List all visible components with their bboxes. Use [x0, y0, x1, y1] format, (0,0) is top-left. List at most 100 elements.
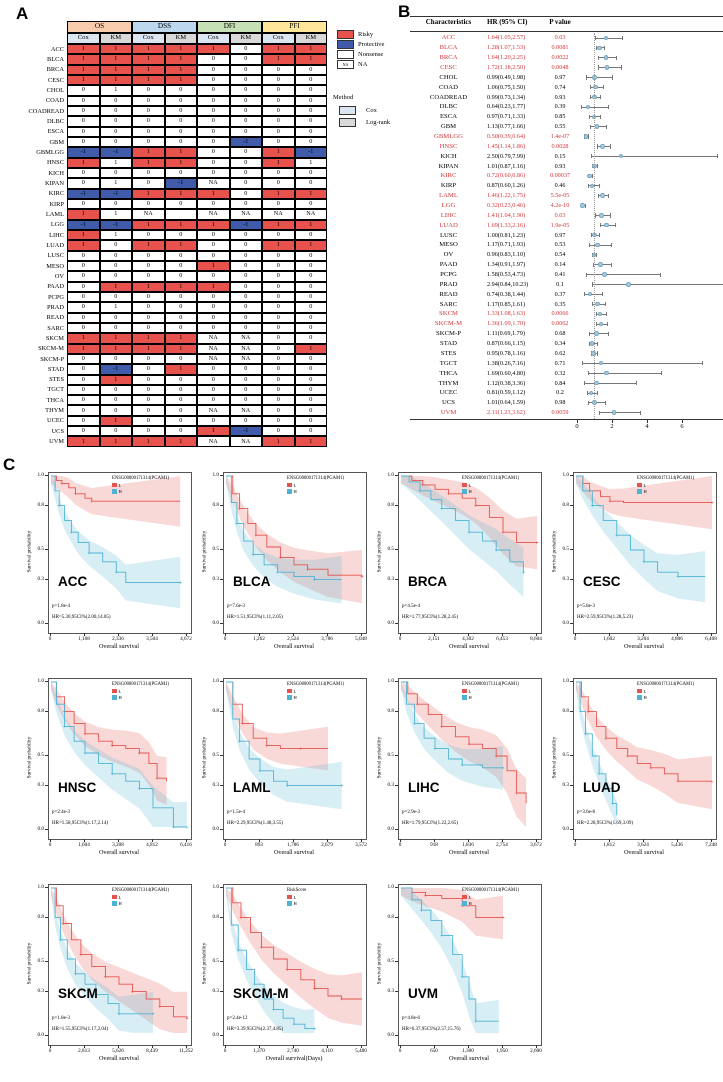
- forest-row: COAD 1.06(0.75,1.50) 0.74: [410, 82, 723, 92]
- forest-row-pvalue: 1.9e-05: [550, 221, 570, 229]
- heatmap-cell: 0: [229, 384, 262, 396]
- forest-row-plot: [577, 388, 723, 398]
- survival-curve-blue: [401, 475, 524, 573]
- censor-mark: [155, 776, 159, 780]
- km-xtick-label: 2,813: [78, 1048, 90, 1054]
- ci-whisker: [590, 155, 717, 157]
- forest-row-hr: 0.72(0.60,0.86): [487, 172, 526, 180]
- ci-cap-low: [588, 341, 590, 346]
- km-ytick-mark: [220, 1035, 223, 1036]
- heatmap-cell: 0: [197, 312, 230, 323]
- heatmap-cell: 0: [164, 116, 197, 127]
- survival-curve-blue: [226, 681, 342, 787]
- forest-row-name: GBMLGG: [434, 133, 463, 141]
- survival-curve-red: [226, 475, 363, 577]
- forest-row-name: ESCA: [439, 113, 458, 121]
- heatmap-cell: 0: [229, 250, 262, 261]
- forest-row: SARC 1.17(0.85,1.61) 0.35: [410, 299, 723, 309]
- km-legend-label: H: [293, 695, 297, 700]
- forest-row-name: PRAD: [439, 280, 458, 288]
- heatmap-cell: 0: [67, 364, 100, 375]
- km-xtick-mark: [536, 633, 537, 636]
- heatmap-cell: 0: [99, 322, 132, 334]
- censor-mark: [360, 575, 364, 579]
- km-ytick-mark: [220, 623, 223, 624]
- heatmap-cell: NA: [197, 343, 230, 354]
- heatmap-row-label: LGG: [50, 221, 64, 229]
- heatmap-cell: 1: [164, 188, 197, 199]
- km-yaxis-title: Survival probability: [26, 736, 33, 779]
- forest-row-plot: [577, 171, 723, 181]
- heatmap-cell: 0: [229, 364, 262, 375]
- km-legend-swatch-blue: [287, 901, 292, 906]
- km-cancer-name: LUAD: [583, 780, 621, 795]
- censor-mark: [420, 908, 423, 912]
- heatmap-cell: 0: [164, 353, 197, 365]
- censor-mark: [415, 702, 419, 706]
- heatmap-cell: NA: [197, 333, 230, 344]
- forest-row-name: LGG: [441, 202, 456, 210]
- censor-mark: [676, 779, 680, 783]
- km-ytick-mark: [45, 710, 48, 712]
- forest-row: ACC 1.64(1.05,2.57) 0.03: [410, 33, 723, 43]
- km-xtick-label: 2,336: [112, 636, 124, 642]
- km-plot-skcm: 1.0 0.8 0.5 0.3 0.0 0 2,813 5,626 8,439 11,252 Ove…: [22, 878, 197, 1082]
- km-xtick-label: 3,624: [637, 842, 649, 848]
- forest-row-name: BRCA: [439, 54, 458, 62]
- km-xtick-mark: [327, 1045, 328, 1048]
- forest-axis-tick-label: 2: [610, 423, 614, 430]
- hr-point: [603, 35, 608, 41]
- km-ytick-mark: [45, 475, 48, 476]
- km-ytick-label: 1.0: [562, 678, 569, 684]
- km-xtick-mark: [434, 839, 435, 842]
- heatmap-cell: 0: [262, 229, 295, 241]
- km-legend-swatch-red: [112, 482, 117, 488]
- forest-row-name: ACC: [441, 34, 456, 42]
- km-xtick-mark: [434, 1045, 435, 1048]
- heatmap-cell: 1: [67, 436, 100, 447]
- heatmap-cell: 1: [132, 219, 165, 230]
- censor-mark: [649, 766, 653, 770]
- km-legend-title: ENSG00000171314(PGAM1): [462, 888, 520, 893]
- ci-cap-low: [586, 272, 588, 277]
- km-legend-swatch-blue: [462, 489, 467, 494]
- heatmap-cell: 1: [132, 147, 165, 158]
- heatmap-cell: 0: [229, 229, 262, 241]
- forest-row-pvalue: 0.53: [554, 241, 566, 249]
- km-ytick-mark: [220, 755, 223, 756]
- censor-mark: [306, 567, 309, 571]
- censor-mark: [114, 570, 118, 574]
- heatmap-cell: 0: [197, 198, 230, 210]
- censor-mark: [185, 1016, 189, 1020]
- km-ytick-label: 1.0: [212, 884, 219, 890]
- km-curves-svg: [226, 475, 364, 604]
- censor-mark: [254, 533, 258, 537]
- km-xtick-mark: [677, 633, 678, 636]
- heatmap-cell: 0: [67, 405, 100, 416]
- forest-row-name: BLCA: [439, 44, 458, 52]
- km-curves-svg: [401, 887, 505, 1033]
- km-ytick-label: 0.3: [37, 575, 44, 582]
- heatmap-row-label: SKCM-P: [40, 355, 64, 363]
- forest-row-hr: 1.58(0.53,4.73): [487, 271, 526, 279]
- heatmap-cell: 0: [197, 374, 230, 385]
- km-legend-label: L: [468, 894, 472, 900]
- km-ytick-label: 0.0: [212, 620, 219, 626]
- km-xtick-mark: [259, 633, 260, 636]
- censor-mark: [131, 990, 134, 993]
- km-pvalue: p=3.6e-8: [577, 810, 595, 815]
- forest-row-hr: 0.87(0.66,1.15): [487, 340, 526, 348]
- km-xtick-label: 4,806: [671, 636, 683, 642]
- km-ytick-label: 0.0: [562, 826, 569, 832]
- forest-row-hr: 2.94(0.84,10.23): [487, 280, 529, 288]
- km-hr-text: HR=5.30,95CI%(2.00,14.05): [52, 615, 111, 620]
- censor-mark: [615, 533, 619, 537]
- forest-row-name: CESC: [440, 64, 457, 71]
- heatmap-row-label: SARC: [47, 324, 64, 332]
- heatmap-cell: 1: [294, 54, 327, 65]
- forest-row: UVM 2.11(1.23,3.62) 0.0059: [410, 408, 723, 418]
- km-xtick-label: 7,248: [705, 842, 717, 848]
- ci-cap-low: [581, 104, 582, 110]
- ci-cap-high: [602, 292, 603, 297]
- km-yaxis-title: Survival probability: [26, 530, 33, 573]
